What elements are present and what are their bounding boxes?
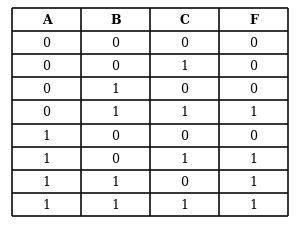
Text: 0: 0 bbox=[250, 129, 257, 142]
Text: 1: 1 bbox=[43, 175, 50, 188]
Text: 0: 0 bbox=[181, 129, 188, 142]
Text: 0: 0 bbox=[250, 37, 257, 50]
Text: 1: 1 bbox=[43, 129, 50, 142]
Text: F: F bbox=[249, 14, 258, 27]
Text: 1: 1 bbox=[250, 198, 257, 211]
Text: 0: 0 bbox=[250, 60, 257, 73]
Text: 1: 1 bbox=[112, 198, 119, 211]
Text: 0: 0 bbox=[112, 152, 119, 165]
Text: 1: 1 bbox=[181, 152, 188, 165]
Text: 1: 1 bbox=[43, 198, 50, 211]
Text: 1: 1 bbox=[181, 198, 188, 211]
Text: A: A bbox=[42, 14, 51, 27]
Text: 0: 0 bbox=[181, 37, 188, 50]
Text: 0: 0 bbox=[112, 37, 119, 50]
Text: 1: 1 bbox=[250, 106, 257, 119]
Text: 0: 0 bbox=[43, 83, 50, 96]
Text: 0: 0 bbox=[43, 106, 50, 119]
Text: 0: 0 bbox=[181, 175, 188, 188]
Text: 0: 0 bbox=[181, 83, 188, 96]
Text: 1: 1 bbox=[43, 152, 50, 165]
Text: 0: 0 bbox=[43, 37, 50, 50]
Text: 1: 1 bbox=[250, 175, 257, 188]
Text: C: C bbox=[179, 14, 190, 27]
Text: 1: 1 bbox=[181, 60, 188, 73]
Text: 1: 1 bbox=[181, 106, 188, 119]
Text: 0: 0 bbox=[250, 83, 257, 96]
Text: 0: 0 bbox=[112, 60, 119, 73]
Text: 1: 1 bbox=[112, 83, 119, 96]
Text: 1: 1 bbox=[112, 175, 119, 188]
Text: 1: 1 bbox=[112, 106, 119, 119]
Text: B: B bbox=[110, 14, 121, 27]
Text: 0: 0 bbox=[43, 60, 50, 73]
Text: 1: 1 bbox=[250, 152, 257, 165]
Text: 0: 0 bbox=[112, 129, 119, 142]
